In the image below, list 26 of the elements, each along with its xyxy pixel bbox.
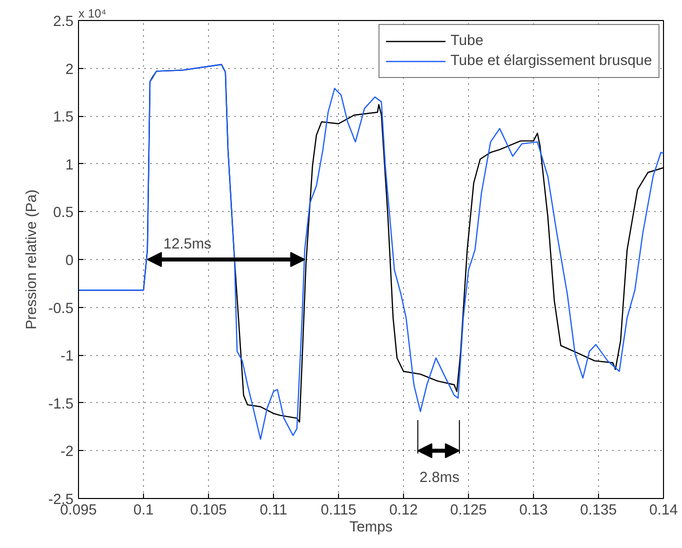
y-tick-label: -1.5: [48, 396, 74, 412]
x-tick-label: 0.105: [190, 502, 227, 518]
y-tick-label: 0: [65, 253, 74, 269]
legend-label: Tube et élargissement brusque: [450, 53, 652, 69]
y-tick-label: 2.5: [53, 14, 74, 30]
y-tick-label: 1.5: [53, 110, 74, 126]
x-tick-label: 0.125: [450, 502, 487, 518]
annotation: 2.8ms: [419, 470, 460, 486]
x-tick-label: 0.115: [320, 502, 356, 518]
x-tick-label: 0.11: [260, 502, 288, 518]
y-tick-label: -1: [60, 348, 74, 365]
y-tick-label: 0.5: [53, 205, 74, 222]
y-tick-label: 2: [65, 62, 74, 78]
x-tick-label: 0.14: [649, 502, 678, 518]
legend-label: Tube: [450, 33, 484, 49]
y-tick-label: -0.5: [48, 300, 74, 317]
text: x 10⁴: [78, 6, 106, 20]
x-tick-label: 0.12: [389, 502, 418, 518]
x-axis-title: Temps: [349, 520, 393, 536]
x-tick-label: 0.13: [519, 502, 548, 518]
x-tick-label: 0.1: [133, 502, 154, 518]
annotation: 12.5ms: [163, 236, 212, 252]
x-tick-label: 0.135: [580, 502, 617, 518]
y-tick-label: 1: [65, 157, 74, 174]
y-axis-title: Pression relative (Pa): [24, 189, 40, 330]
y-tick-label: -2: [60, 444, 74, 460]
